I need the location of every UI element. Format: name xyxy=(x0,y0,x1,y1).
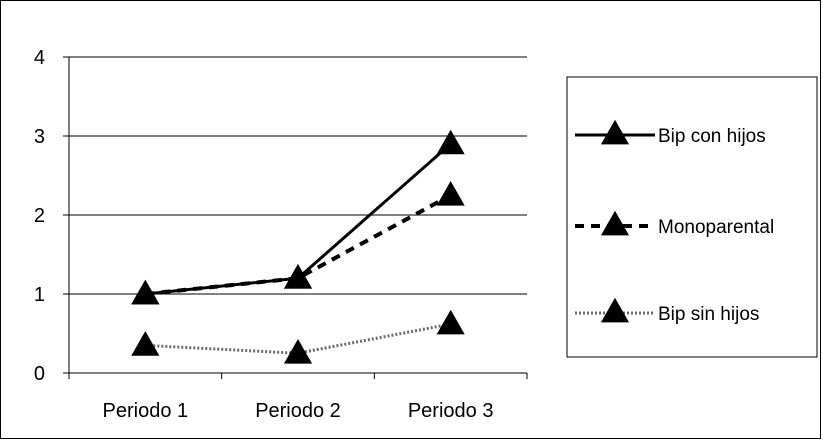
data-point-marker xyxy=(131,331,160,356)
x-tick-label: Periodo 2 xyxy=(255,400,341,422)
data-point-marker xyxy=(436,309,465,335)
series-1 xyxy=(131,181,465,305)
y-tick-label: 3 xyxy=(34,126,45,148)
legend-swatch-marker xyxy=(600,297,630,323)
series-lines xyxy=(131,129,465,364)
legend-swatch-marker xyxy=(600,210,630,236)
data-point-marker xyxy=(436,181,465,206)
legend-label: Bip con hijos xyxy=(658,126,766,147)
series-2 xyxy=(131,309,465,364)
x-tick-label: Periodo 3 xyxy=(408,400,494,422)
data-point-marker xyxy=(283,263,313,289)
data-point-marker xyxy=(283,339,313,364)
y-tick-label: 2 xyxy=(34,205,45,227)
y-tick-label: 4 xyxy=(34,47,45,69)
series-line xyxy=(145,193,452,296)
data-point-marker xyxy=(131,279,160,305)
y-tick-label: 1 xyxy=(34,284,45,306)
axes xyxy=(63,56,528,379)
legend-label: Bip sin hijos xyxy=(658,304,759,325)
legend-label: Monoparental xyxy=(658,217,774,238)
data-point-marker xyxy=(436,129,465,155)
gridlines xyxy=(69,56,527,295)
x-tick-label: Periodo 1 xyxy=(103,400,189,422)
tick-labels: 0 1 2 3 4 Periodo 1 Periodo 2 Periodo 3 xyxy=(34,47,494,422)
y-tick-label: 0 xyxy=(34,363,45,385)
legend-swatch-marker xyxy=(600,119,630,145)
legend: Bip con hijos Monoparental Bip sin hijos xyxy=(566,76,818,358)
